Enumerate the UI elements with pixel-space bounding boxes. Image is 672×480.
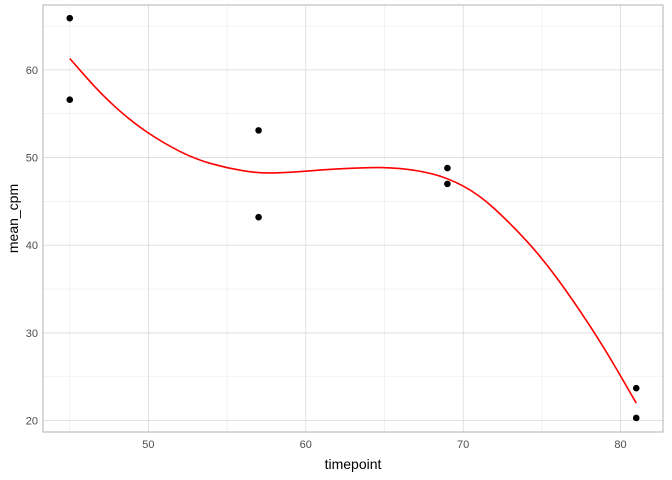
x-axis-title: timepoint (325, 456, 382, 472)
y-tick-label: 60 (26, 65, 38, 77)
y-tick-label: 30 (26, 328, 38, 340)
data-point (66, 14, 74, 22)
y-tick-labels: 20 30 40 50 60 (26, 65, 38, 428)
major-gridlines (43, 5, 663, 432)
data-point (444, 164, 451, 172)
x-tick-labels: 50 60 70 80 (142, 439, 626, 451)
data-point (632, 414, 640, 422)
x-tick-label: 50 (142, 439, 154, 451)
data-point (444, 180, 451, 188)
x-tick-label: 80 (614, 439, 626, 451)
y-tick-label: 40 (26, 240, 38, 252)
panel-border (42, 4, 664, 433)
y-tick-label: 20 (26, 416, 38, 428)
minor-gridlines (43, 5, 663, 432)
smooth-curve (69, 57, 637, 404)
x-tick-label: 70 (457, 439, 469, 451)
data-point (255, 213, 262, 221)
y-tick-label: 50 (26, 153, 38, 165)
data-point (255, 127, 262, 134)
y-axis-title: mean_cpm (5, 184, 21, 253)
data-point (66, 96, 74, 103)
data-point (632, 384, 640, 392)
data-points (66, 14, 640, 422)
x-tick-label: 60 (300, 439, 312, 451)
